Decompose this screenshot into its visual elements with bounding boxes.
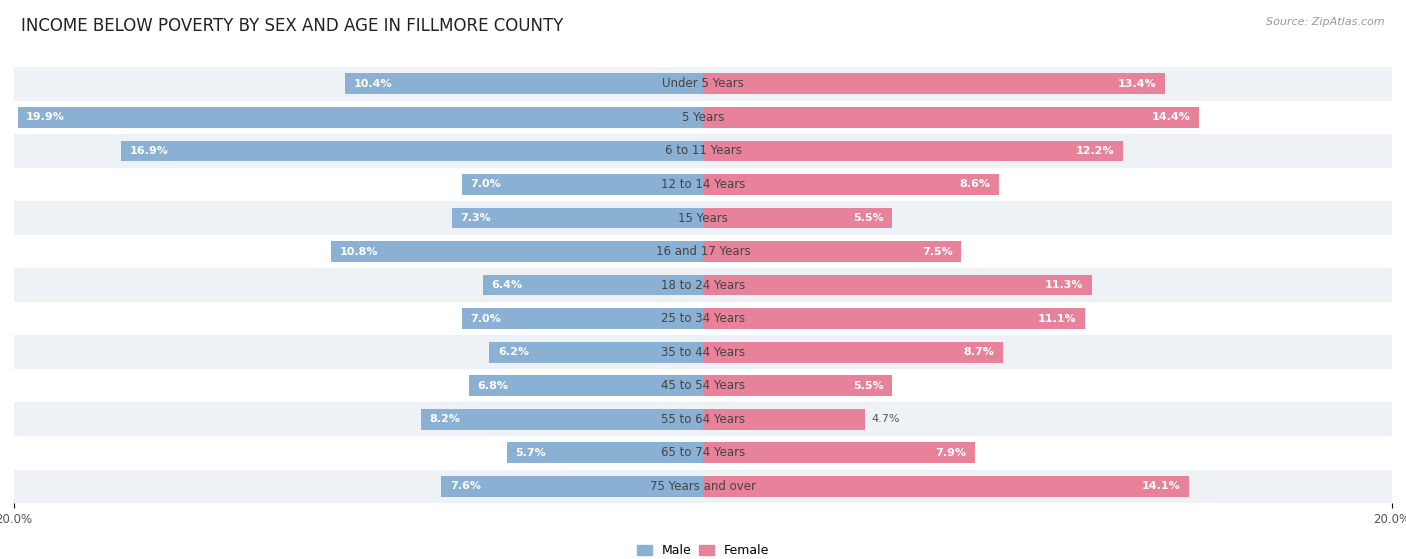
Bar xyxy=(17,107,703,128)
Text: 16 and 17 Years: 16 and 17 Years xyxy=(655,245,751,258)
Bar xyxy=(14,335,1392,369)
Bar xyxy=(451,207,703,229)
Text: 8.7%: 8.7% xyxy=(963,347,994,357)
Bar xyxy=(703,442,976,463)
Text: 5 Years: 5 Years xyxy=(682,111,724,124)
Bar xyxy=(14,235,1392,268)
Bar xyxy=(441,476,703,497)
Text: 11.3%: 11.3% xyxy=(1045,280,1084,290)
Text: 7.3%: 7.3% xyxy=(460,213,491,223)
Text: 7.0%: 7.0% xyxy=(471,179,501,190)
Text: Source: ZipAtlas.com: Source: ZipAtlas.com xyxy=(1267,17,1385,27)
Text: 15 Years: 15 Years xyxy=(678,211,728,225)
Text: INCOME BELOW POVERTY BY SEX AND AGE IN FILLMORE COUNTY: INCOME BELOW POVERTY BY SEX AND AGE IN F… xyxy=(21,17,564,35)
Text: 7.9%: 7.9% xyxy=(935,448,966,458)
Bar xyxy=(14,101,1392,134)
Bar xyxy=(14,67,1392,101)
Bar xyxy=(461,308,703,329)
Bar xyxy=(121,140,703,162)
Bar xyxy=(703,207,893,229)
Text: 14.1%: 14.1% xyxy=(1142,481,1180,491)
Text: 8.6%: 8.6% xyxy=(960,179,991,190)
Text: 25 to 34 Years: 25 to 34 Years xyxy=(661,312,745,325)
Bar xyxy=(703,375,893,396)
Bar xyxy=(489,342,703,363)
Bar xyxy=(14,470,1392,503)
Text: 16.9%: 16.9% xyxy=(129,146,169,156)
Bar xyxy=(14,302,1392,335)
Bar xyxy=(330,241,703,262)
Bar xyxy=(482,274,703,296)
Text: 5.5%: 5.5% xyxy=(853,213,884,223)
Text: 6.4%: 6.4% xyxy=(491,280,522,290)
Bar xyxy=(703,476,1188,497)
Text: 12 to 14 Years: 12 to 14 Years xyxy=(661,178,745,191)
Bar xyxy=(703,308,1085,329)
Bar xyxy=(703,174,1000,195)
Text: 55 to 64 Years: 55 to 64 Years xyxy=(661,413,745,426)
Text: 12.2%: 12.2% xyxy=(1076,146,1115,156)
Bar xyxy=(506,442,703,463)
Bar xyxy=(703,409,865,430)
Text: 6 to 11 Years: 6 to 11 Years xyxy=(665,144,741,158)
Bar xyxy=(703,241,962,262)
Legend: Male, Female: Male, Female xyxy=(631,539,775,559)
Bar xyxy=(468,375,703,396)
Text: 75 Years and over: 75 Years and over xyxy=(650,480,756,493)
Bar xyxy=(703,107,1199,128)
Bar xyxy=(703,73,1164,94)
Bar xyxy=(14,402,1392,436)
Bar xyxy=(703,140,1123,162)
Text: 7.6%: 7.6% xyxy=(450,481,481,491)
Text: 5.5%: 5.5% xyxy=(853,381,884,391)
Text: 7.5%: 7.5% xyxy=(922,247,953,257)
Text: 6.2%: 6.2% xyxy=(498,347,529,357)
Text: 6.8%: 6.8% xyxy=(478,381,509,391)
Text: Under 5 Years: Under 5 Years xyxy=(662,77,744,91)
Bar xyxy=(461,174,703,195)
Text: 7.0%: 7.0% xyxy=(471,314,501,324)
Bar xyxy=(344,73,703,94)
Bar xyxy=(14,436,1392,470)
Text: 13.4%: 13.4% xyxy=(1118,79,1156,89)
Bar xyxy=(14,369,1392,402)
Bar xyxy=(14,168,1392,201)
Text: 65 to 74 Years: 65 to 74 Years xyxy=(661,446,745,459)
Text: 14.4%: 14.4% xyxy=(1152,112,1191,122)
Text: 4.7%: 4.7% xyxy=(872,414,900,424)
Text: 8.2%: 8.2% xyxy=(429,414,460,424)
Text: 10.8%: 10.8% xyxy=(340,247,378,257)
Bar xyxy=(420,409,703,430)
Bar xyxy=(14,201,1392,235)
Text: 19.9%: 19.9% xyxy=(27,112,65,122)
Bar xyxy=(703,274,1092,296)
Text: 35 to 44 Years: 35 to 44 Years xyxy=(661,345,745,359)
Bar xyxy=(14,268,1392,302)
Text: 10.4%: 10.4% xyxy=(353,79,392,89)
Text: 45 to 54 Years: 45 to 54 Years xyxy=(661,379,745,392)
Text: 5.7%: 5.7% xyxy=(515,448,546,458)
Bar xyxy=(14,134,1392,168)
Text: 18 to 24 Years: 18 to 24 Years xyxy=(661,278,745,292)
Text: 11.1%: 11.1% xyxy=(1038,314,1077,324)
Bar xyxy=(703,342,1002,363)
